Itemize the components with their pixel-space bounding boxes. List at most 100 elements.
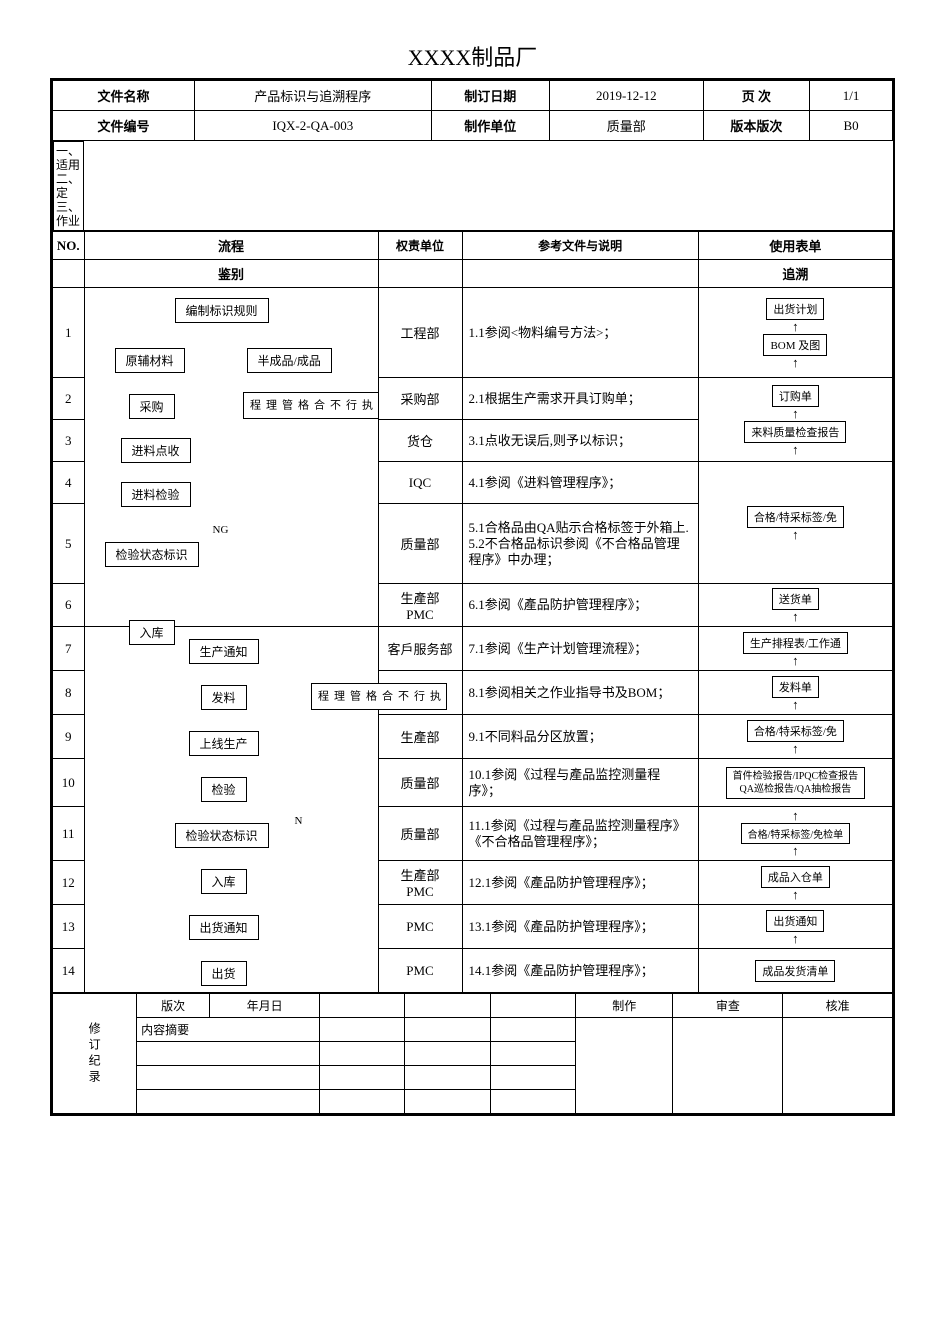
- row-dept: 货仓: [378, 420, 462, 462]
- ng-label: NG: [213, 524, 229, 536]
- row-dept: 客戶服务部: [378, 627, 462, 671]
- arrow-up-icon: ↑: [792, 700, 799, 710]
- row-dept: IQC: [378, 462, 462, 504]
- value-dept: 质量部: [549, 111, 703, 141]
- row-no: 8: [53, 671, 85, 715]
- flow-node: 检验: [201, 777, 247, 802]
- flow-node: 检验状态标识: [105, 542, 199, 567]
- arrow-up-icon: ↑: [792, 530, 799, 540]
- row-no: 2: [53, 378, 85, 420]
- flow-node: 发料: [201, 685, 247, 710]
- row-form: 出货通知 ↑: [698, 905, 892, 949]
- side-strip: 一、适用二、定三、作业: [52, 141, 893, 231]
- form-box: 来料质量检查报告: [744, 421, 846, 443]
- label-page: 页 次: [703, 81, 809, 111]
- arrow-up-icon: ↑: [792, 656, 799, 666]
- row-no: 10: [53, 759, 85, 807]
- row-desc: 5.1合格品由QA贴示合格标签于外箱上. 5.2不合格品标识参阅《不合格品管理程…: [462, 504, 698, 584]
- form-box: 出货计划: [766, 298, 824, 320]
- row-no: 14: [53, 949, 85, 993]
- form-box: 成品发货清单: [755, 960, 835, 982]
- flow-node: 上线生产: [189, 731, 259, 756]
- col-flow-header: 流程: [84, 232, 378, 260]
- vbox-ncr1: 执行不合格管理程: [243, 392, 379, 419]
- label-dept: 制作单位: [431, 111, 549, 141]
- row-dept: 质量部: [378, 807, 462, 861]
- col-form-header: 使用表单: [698, 232, 892, 260]
- row-no: 1: [53, 288, 85, 378]
- arrow-up-icon: ↑: [792, 445, 799, 455]
- row-desc: 4.1参阅《进料管理程序》；: [462, 462, 698, 504]
- label-filename: 文件名称: [53, 81, 195, 111]
- row-dept: 采购部: [378, 378, 462, 420]
- form-box: 合格/特采标签/免: [747, 506, 844, 528]
- rev-make-label: 制作: [575, 994, 673, 1018]
- form-box: 成品入仓单: [761, 866, 830, 888]
- row-form: 订购单 ↑ 来料质量检查报告 ↑: [698, 378, 892, 462]
- row-form: 首件检验报告/IPQC检查报告 QA巡检报告/QA抽检报告: [698, 759, 892, 807]
- row-dept: 生產部 PMC: [378, 861, 462, 905]
- row-desc: 11.1参阅《过程与產品监控测量程序》《不合格品管理程序》；: [462, 807, 698, 861]
- flow-node: 检验状态标识: [175, 823, 269, 848]
- value-version: B0: [810, 111, 893, 141]
- row-form: 合格/特采标签/免 ↑: [698, 715, 892, 759]
- row-form: 合格/特采标签/免 ↑: [698, 462, 892, 584]
- form-box: 合格/特采标签/免: [747, 720, 844, 742]
- col-ref-header: 参考文件与说明: [462, 232, 698, 260]
- page-title: XXXX制品厂: [50, 40, 895, 72]
- arrow-up-icon: ↑: [792, 890, 799, 900]
- row-desc: 9.1不同料品分区放置；: [462, 715, 698, 759]
- flow-node: 入库: [201, 869, 247, 894]
- row-form: 送货单 ↑: [698, 584, 892, 627]
- n-label: N: [295, 815, 303, 827]
- subheader-right: 追溯: [698, 260, 892, 288]
- flow-node: 出货: [201, 961, 247, 986]
- row-no: 7: [53, 627, 85, 671]
- row-form: ↑ 合格/特采标签/免检单 ↑: [698, 807, 892, 861]
- arrow-up-icon: ↑: [792, 846, 799, 856]
- arrow-up-icon: ↑: [792, 744, 799, 754]
- flow-node: 生产通知: [189, 639, 259, 664]
- row-dept: 生產部 PMC: [378, 584, 462, 627]
- col-no-header: NO.: [53, 232, 85, 260]
- row-desc: 6.1参阅《產品防护管理程序》；: [462, 584, 698, 627]
- row-form: 生产排程表/工作通 ↑: [698, 627, 892, 671]
- flow-node: 编制标识规则: [175, 298, 269, 323]
- row-no: 6: [53, 584, 85, 627]
- row-desc: 12.1参阅《產品防护管理程序》；: [462, 861, 698, 905]
- form-box: 出货通知: [766, 910, 824, 932]
- form-box: 送货单: [772, 588, 819, 610]
- vbox-ncr2: 执行不合格管理程: [311, 683, 447, 710]
- rev-label: 版次: [137, 994, 210, 1018]
- arrow-up-icon: ↑: [792, 409, 799, 419]
- flow-node: 半成品/成品: [247, 348, 332, 373]
- flow-node: 采购: [129, 394, 175, 419]
- row-desc: 2.1根据生产需求开具订购单；: [462, 378, 698, 420]
- row-no: 11: [53, 807, 85, 861]
- arrow-up-icon: ↑: [792, 934, 799, 944]
- row-dept: PMC: [378, 949, 462, 993]
- row-no: 3: [53, 420, 85, 462]
- label-date: 制订日期: [431, 81, 549, 111]
- revision-side-label: 修订纪录: [53, 994, 137, 1114]
- value-date: 2019-12-12: [549, 81, 703, 111]
- form-box: BOM 及图: [763, 334, 827, 356]
- row-no: 5: [53, 504, 85, 584]
- value-filename: 产品标识与追溯程序: [194, 81, 431, 111]
- arrow-up-icon: ↑: [792, 358, 799, 368]
- row-no: 4: [53, 462, 85, 504]
- row-desc: 14.1参阅《產品防护管理程序》；: [462, 949, 698, 993]
- row-dept: PMC: [378, 905, 462, 949]
- form-box: 发料单: [772, 676, 819, 698]
- row-no: 12: [53, 861, 85, 905]
- flow-node: 出货通知: [189, 915, 259, 940]
- row-desc: 7.1参阅《生产计划管理流程》；: [462, 627, 698, 671]
- rev-approve-label: 核准: [783, 994, 893, 1018]
- revision-table: 修订纪录 版次 年月日 制作 审查 核准 内容摘要: [52, 993, 893, 1114]
- row-dept: 工程部: [378, 288, 462, 378]
- rev-content-label: 内容摘要: [137, 1018, 320, 1042]
- row-form: 成品发货清单: [698, 949, 892, 993]
- side-text: 一、适用二、定三、作业: [53, 142, 83, 231]
- form-box: 生产排程表/工作通: [743, 632, 848, 654]
- form-box: 首件检验报告/IPQC检查报告 QA巡检报告/QA抽检报告: [726, 767, 866, 799]
